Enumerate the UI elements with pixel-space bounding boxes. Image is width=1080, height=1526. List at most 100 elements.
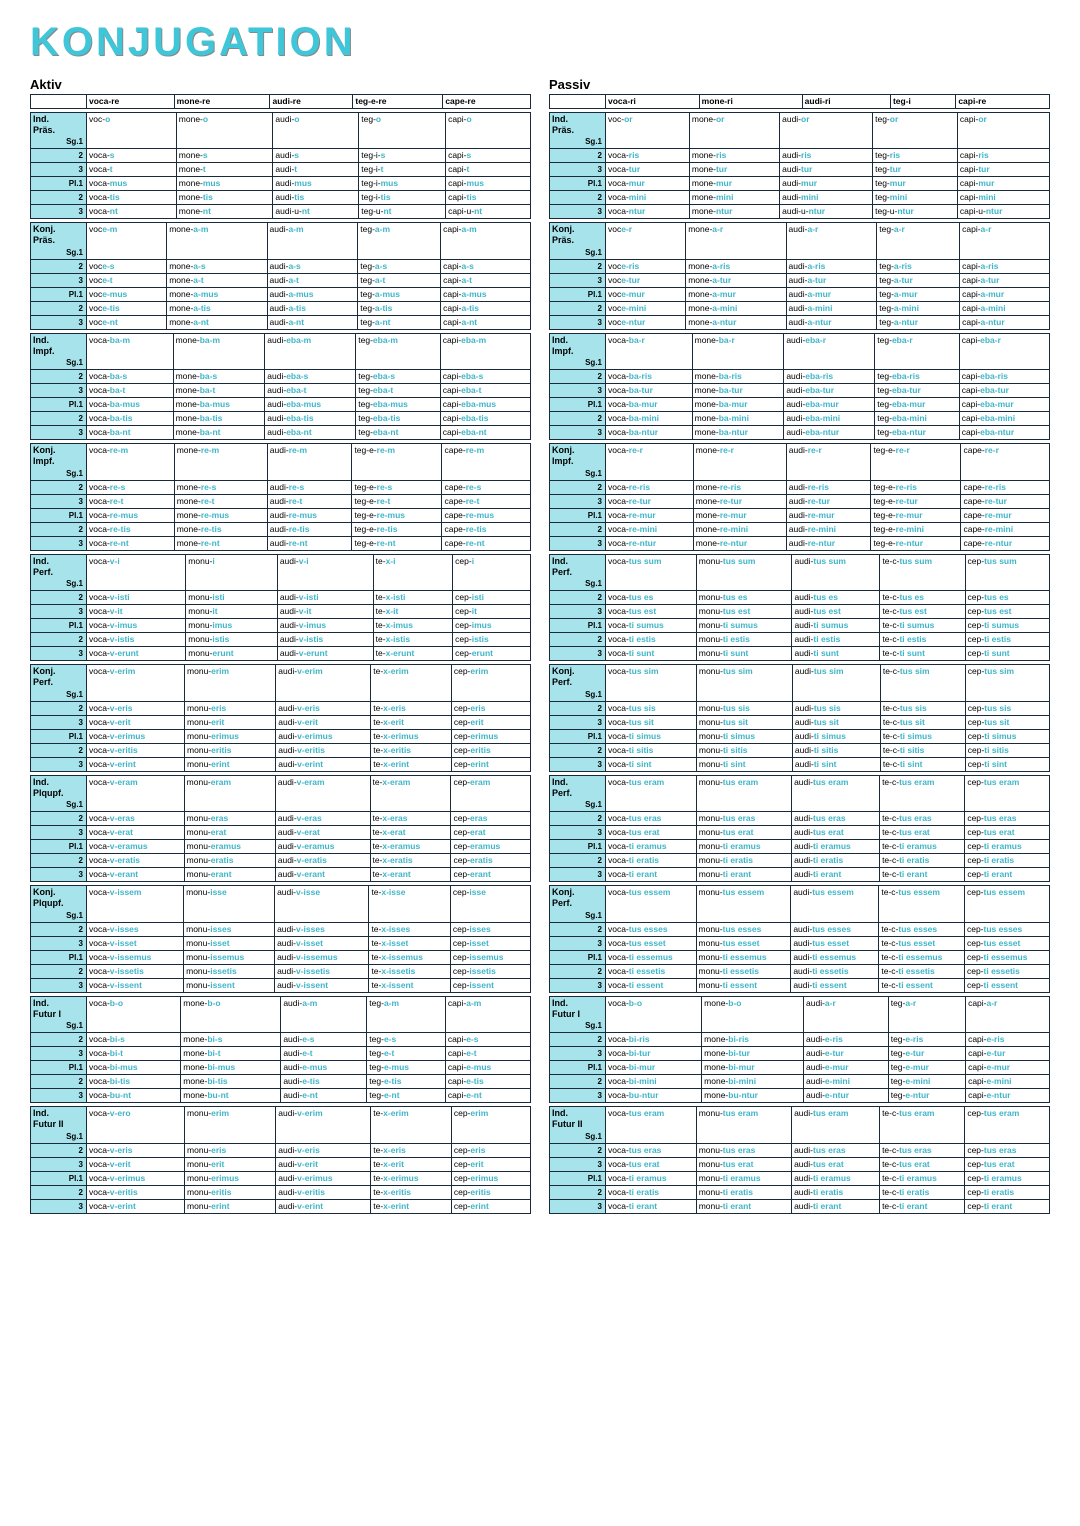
form-cell: voce-m <box>87 223 167 260</box>
tense-person-cell: Pl.1 <box>31 619 87 633</box>
conjugation-block: Ind.Präs.Sg.1voc-omone-oaudi-oteg-ocapi-… <box>30 112 531 220</box>
form-cell: audi-eba-tis <box>265 412 356 426</box>
form-row: 3voca-bi-tmone-bi-taudi-e-tteg-e-tcapi-e… <box>31 1047 531 1061</box>
form-cell: voc-o <box>87 112 177 149</box>
form-cell: mone-ba-mur <box>692 398 784 412</box>
form-cell: teg-mini <box>873 191 958 205</box>
form-cell: te-x-erim <box>371 1107 452 1144</box>
form-cell: audi-tus sim <box>792 665 880 702</box>
conjugation-block: Ind.Perf.Sg.1voca-v-imonu-iaudi-v-ite-x-… <box>30 554 531 662</box>
form-cell: voca-v-istis <box>87 633 186 647</box>
form-cell: teg-a-tis <box>358 301 441 315</box>
form-cell: audi-v-istis <box>277 633 373 647</box>
tense-person-cell: Pl.1 <box>31 1061 87 1075</box>
form-cell: voca-v-eram <box>87 775 185 812</box>
form-cell: te-c-ti sumus <box>880 619 965 633</box>
form-row: 3voca-ba-nturmone-ba-nturaudi-eba-nturte… <box>550 426 1050 440</box>
form-cell: audi-e-mur <box>804 1061 889 1075</box>
form-cell: audi-eba-ntur <box>784 426 875 440</box>
form-cell: voca-tus sis <box>606 701 697 715</box>
form-cell: audi-tus est <box>792 605 880 619</box>
form-cell: monu-ti essetis <box>696 964 791 978</box>
tense-person-cell: Pl.1 <box>550 950 606 964</box>
form-cell: capi-eba-mur <box>959 398 1049 412</box>
form-cell: capi-eba-tis <box>440 412 530 426</box>
tense-person-cell: Konj.Plqupf.Sg.1 <box>31 886 87 923</box>
form-row: 3voca-v-eratmonu-erataudi-v-eratte-x-era… <box>31 826 531 840</box>
form-cell: te-x-issent <box>369 978 450 992</box>
form-cell: voca-nt <box>87 205 177 219</box>
form-cell: cep-ti essetis <box>964 964 1049 978</box>
form-cell: cep-istis <box>453 633 531 647</box>
form-cell: monu-ti eratis <box>696 854 791 868</box>
form-row: 2voce-tismone-a-tisaudi-a-tisteg-a-tisca… <box>31 301 531 315</box>
form-cell: monu-tus sis <box>696 701 792 715</box>
form-cell: capi-o <box>446 112 531 149</box>
form-cell: monu-ti sunt <box>696 647 792 661</box>
tense-person-cell: 3 <box>31 647 87 661</box>
form-cell: voca-v-erit <box>87 1157 185 1171</box>
form-cell: teg-eba-mur <box>875 398 959 412</box>
form-row: 2voca-v-erismonu-erisaudi-v-eriste-x-eri… <box>31 1143 531 1157</box>
tense-person-cell: 2 <box>550 149 606 163</box>
form-row: Ind.Präs.Sg.1voc-ormone-oraudi-orteg-orc… <box>550 112 1050 149</box>
form-cell: cep-erant <box>451 868 531 882</box>
form-cell: monu-tus eras <box>696 812 791 826</box>
form-row: Pl.1voca-murmone-muraudi-murteg-murcapi-… <box>550 177 1050 191</box>
tense-person-cell: 3 <box>550 315 606 329</box>
form-cell: monu-tus erat <box>696 826 791 840</box>
form-cell: voca-v-eramus <box>87 840 185 854</box>
conjugation-block: Ind.Präs.Sg.1voc-ormone-oraudi-orteg-orc… <box>549 112 1050 220</box>
tense-person-cell: 3 <box>31 426 87 440</box>
form-cell: te-x-erit <box>371 715 452 729</box>
form-cell: voca-v-issetis <box>87 964 184 978</box>
form-row: 2voca-v-eritismonu-eritisaudi-v-eritiste… <box>31 743 531 757</box>
form-cell: teg-e-t <box>367 1047 446 1061</box>
form-cell: monu-imus <box>186 619 278 633</box>
form-cell: mone-re-tur <box>693 494 786 508</box>
form-row: 3voca-ti erantmonu-ti erantaudi-ti erant… <box>550 868 1050 882</box>
form-cell: audi-v-eram <box>275 775 370 812</box>
form-cell: voca-v-isset <box>87 936 184 950</box>
form-cell: teg-e-re-nt <box>352 536 442 550</box>
form-cell: audi-or <box>780 112 873 149</box>
form-cell: mone-a-ris <box>686 259 786 273</box>
form-cell: capi-mus <box>446 177 531 191</box>
form-cell: teg-eba-t <box>356 384 440 398</box>
form-cell: audi-v-i <box>277 554 373 591</box>
form-cell: cep-tus esset <box>964 936 1049 950</box>
form-cell: capi-a-s <box>441 259 531 273</box>
form-cell: cep-ti essent <box>964 978 1049 992</box>
form-cell: voca-ti sumus <box>606 619 697 633</box>
form-cell: mone-re-s <box>174 480 267 494</box>
form-cell: audi-eba-tur <box>784 384 875 398</box>
form-cell: voce-ris <box>606 259 686 273</box>
form-row: 2voca-v-issetismonu-issetisaudi-v-isseti… <box>31 964 531 978</box>
form-cell: voce-t <box>87 273 167 287</box>
form-cell: cep-erint <box>451 1199 530 1213</box>
form-cell: capi-a-t <box>441 273 531 287</box>
tense-person-cell: 3 <box>550 494 606 508</box>
form-row: 2voca-tus essesmonu-tus essesaudi-tus es… <box>550 922 1050 936</box>
form-row: 3voca-v-eruntmonu-eruntaudi-v-eruntte-x-… <box>31 647 531 661</box>
form-cell: audi-v-erunt <box>277 647 373 661</box>
form-cell: audi-ti erant <box>792 1199 880 1213</box>
form-cell: mone-ba-mini <box>692 412 784 426</box>
form-row: 3voca-v-erintmonu-erintaudi-v-erintte-x-… <box>31 1199 531 1213</box>
form-cell: teg-ris <box>873 149 958 163</box>
form-row: Pl.1voce-musmone-a-musaudi-a-musteg-a-mu… <box>31 287 531 301</box>
form-cell: audi-u-ntur <box>780 205 873 219</box>
form-cell: voca-ba-tur <box>606 384 693 398</box>
form-cell: mone-bu-nt <box>181 1089 281 1103</box>
form-cell: teg-e-re-ris <box>871 480 961 494</box>
form-cell: capi-t <box>446 163 531 177</box>
form-cell: monu-issetis <box>184 964 275 978</box>
form-cell: te-c-tus est <box>880 605 965 619</box>
form-cell: te-x-isse <box>369 886 450 923</box>
tense-person-cell: Pl.1 <box>31 729 87 743</box>
form-cell: audi-a-s <box>267 259 358 273</box>
form-cell: audi-re-ris <box>786 480 871 494</box>
form-cell: voca-v-eratis <box>87 854 185 868</box>
form-row: 3voca-ntmone-ntaudi-u-ntteg-u-ntcapi-u-n… <box>31 205 531 219</box>
form-cell: audi-v-issetis <box>275 964 369 978</box>
